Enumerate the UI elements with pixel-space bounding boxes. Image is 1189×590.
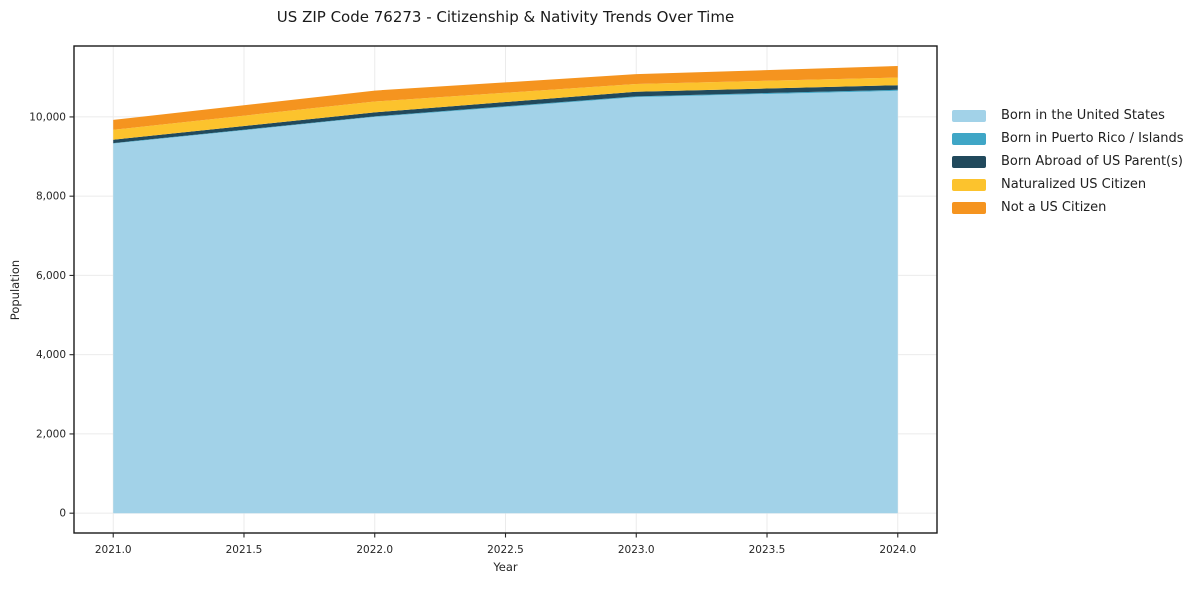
legend-swatch: [952, 155, 986, 168]
area-series-2: [113, 85, 898, 144]
area-series-0: [113, 90, 898, 514]
legend-label: Not a US Citizen: [1001, 200, 1107, 215]
legend-item-2: Born Abroad of US Parent(s): [952, 150, 1184, 173]
legend-label: Born in Puerto Rico / Islands: [1001, 131, 1184, 146]
legend-label: Born in the United States: [1001, 108, 1165, 123]
legend-swatch: [952, 109, 986, 122]
legend-label: Naturalized US Citizen: [1001, 177, 1147, 192]
x-tick-label: 2024.0: [879, 544, 916, 556]
legend-swatch: [952, 178, 986, 191]
legend-swatch: [952, 201, 986, 214]
legend-label: Born Abroad of US Parent(s): [1001, 154, 1183, 169]
legend-item-1: Born in Puerto Rico / Islands: [952, 127, 1184, 150]
x-tick-label: 2022.0: [356, 544, 393, 556]
x-tick-label: 2022.5: [487, 544, 524, 556]
x-tick-label: 2023.5: [749, 544, 786, 556]
chart-title: US ZIP Code 76273 - Citizenship & Nativi…: [276, 8, 735, 26]
area-series-4: [113, 66, 898, 130]
y-tick-label: 0: [59, 508, 66, 520]
area-series-3: [113, 77, 898, 140]
y-tick-label: 8,000: [36, 191, 66, 203]
x-tick-label: 2021.5: [226, 544, 263, 556]
legend-item-0: Born in the United States: [952, 104, 1184, 127]
y-tick-label: 10,000: [29, 111, 66, 123]
y-tick-label: 4,000: [36, 349, 66, 361]
y-tick-label: 2,000: [36, 428, 66, 440]
legend: Born in the United States Born in Puerto …: [952, 104, 1184, 219]
y-tick-label: 6,000: [36, 270, 66, 282]
legend-item-3: Naturalized US Citizen: [952, 173, 1184, 196]
x-tick-label: 2021.0: [95, 544, 132, 556]
x-axis-label: Year: [493, 560, 518, 574]
legend-item-4: Not a US Citizen: [952, 196, 1184, 219]
legend-swatch: [952, 132, 986, 145]
x-tick-label: 2023.0: [618, 544, 655, 556]
